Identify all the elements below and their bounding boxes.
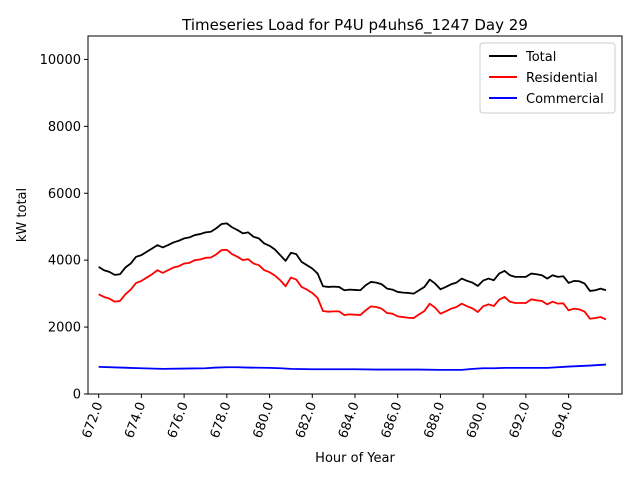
y-axis: 0 2000 4000 6000 8000 10000 bbox=[40, 53, 88, 403]
y-tick-label: 10000 bbox=[40, 53, 81, 68]
chart-title: Timeseries Load for P4U p4uhs6_1247 Day … bbox=[181, 16, 528, 35]
series-line-total bbox=[98, 222, 607, 295]
y-tick-label: 6000 bbox=[48, 187, 81, 202]
legend-label-commercial: Commercial bbox=[526, 92, 604, 107]
series-line-residential bbox=[98, 248, 607, 321]
series-layer bbox=[98, 222, 607, 371]
legend-box bbox=[479, 42, 616, 114]
y-tick-label: 2000 bbox=[48, 321, 81, 336]
series-line-commercial bbox=[98, 363, 607, 371]
legend: Total Residential Commercial bbox=[479, 42, 616, 114]
legend-label-residential: Residential bbox=[526, 71, 598, 86]
y-axis-label: kW total bbox=[15, 188, 30, 242]
y-tick-label: 0 bbox=[73, 388, 81, 403]
y-tick-label: 8000 bbox=[48, 120, 81, 135]
x-axis-label: Hour of Year bbox=[315, 451, 395, 466]
legend-label-total: Total bbox=[525, 50, 556, 65]
y-tick-label: 4000 bbox=[48, 254, 81, 269]
